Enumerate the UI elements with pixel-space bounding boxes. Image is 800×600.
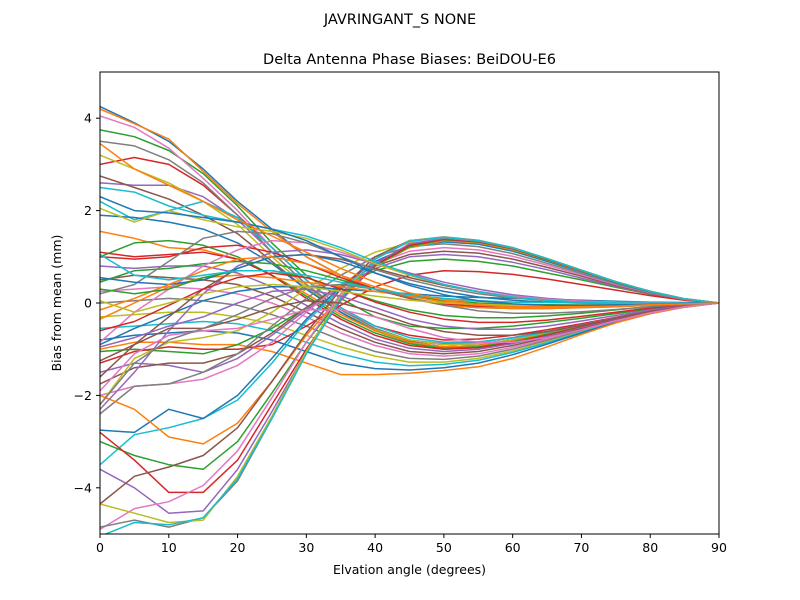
chart-suptitle: JAVRINGANT_S NONE	[323, 12, 476, 28]
y-tick-label: 4	[84, 111, 92, 126]
x-tick-label: 20	[230, 540, 246, 555]
series-line-23	[100, 258, 719, 355]
x-tick-label: 90	[711, 540, 727, 555]
x-tick-label: 50	[436, 540, 452, 555]
y-tick-label: 0	[84, 296, 92, 311]
y-axis-label: Bias from mean (mm)	[49, 235, 64, 372]
series-line-22	[100, 302, 719, 376]
y-tick-label: 2	[84, 203, 92, 218]
series-line-10	[100, 200, 719, 344]
series-line-41	[100, 286, 719, 346]
x-tick-label: 60	[505, 540, 521, 555]
series-line-54	[100, 272, 719, 332]
x-tick-label: 40	[367, 540, 383, 555]
series-line-26	[100, 250, 719, 385]
x-tick-label: 0	[96, 540, 104, 555]
x-tick-label: 70	[573, 540, 589, 555]
series-lines	[100, 105, 719, 534]
x-tick-label: 10	[161, 540, 177, 555]
x-tick-label: 80	[642, 540, 658, 555]
series-line-27	[100, 246, 719, 397]
series-line-58	[100, 283, 719, 406]
series-line-60	[100, 253, 719, 304]
x-axis-label: Elvation angle (degrees)	[333, 562, 486, 577]
y-tick-label: −2	[74, 388, 92, 403]
x-tick-label: 30	[298, 540, 314, 555]
series-line-61	[100, 196, 719, 307]
y-tick-label: −4	[74, 480, 92, 495]
series-line-3	[100, 129, 719, 330]
series-line-21	[100, 302, 719, 371]
y-axis: −4 −2 0 2 4	[74, 111, 100, 495]
chart-title: Delta Antenna Phase Biases: BeiDOU-E6	[263, 52, 556, 68]
series-line-62	[100, 142, 719, 309]
x-axis: 0 10 20 30 40 50 60 70 80 90	[96, 534, 727, 555]
series-line-55	[100, 288, 719, 348]
series-line-40	[103, 236, 719, 534]
series-line-57	[100, 302, 719, 392]
